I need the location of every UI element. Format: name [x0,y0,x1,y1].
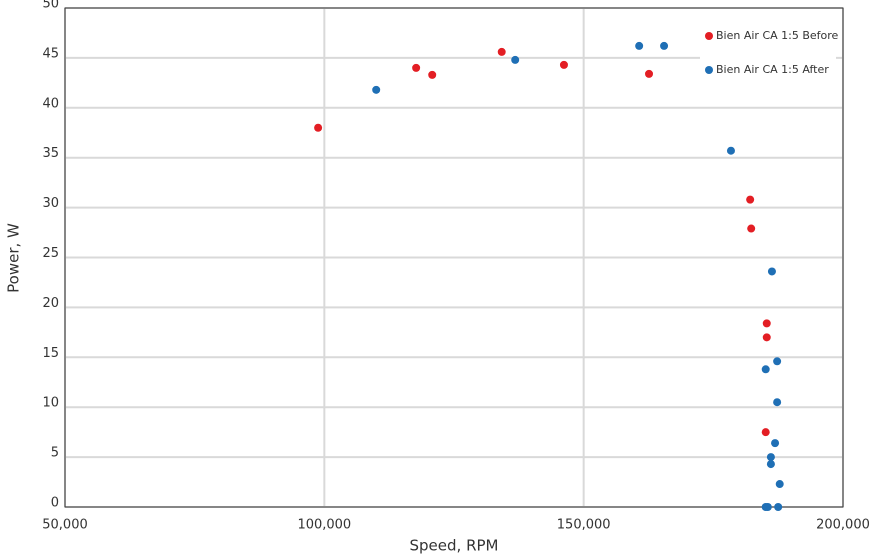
point [746,195,755,204]
x-tick-label: 200,000 [816,518,870,533]
point [660,41,669,50]
x-tick-label: 150,000 [557,518,611,533]
point [762,333,771,342]
y-tick-label: 0 [51,496,59,511]
point [559,60,568,69]
point [428,70,437,79]
y-tick-label: 15 [42,346,59,361]
point [726,146,735,155]
point [635,41,644,50]
legend-marker [705,66,713,74]
point [314,123,323,132]
point [761,428,770,437]
y-tick-label: 20 [42,296,59,311]
legend-label: Bien Air CA 1:5 After [716,63,829,76]
legend-box [700,20,836,80]
point [497,47,506,56]
point [762,319,771,328]
y-tick-label: 45 [42,46,59,61]
x-tick-label: 100,000 [297,518,351,533]
point [511,55,520,64]
x-tick-label: 50,000 [42,518,88,533]
y-tick-label: 30 [42,196,59,211]
point [372,85,381,94]
point [645,69,654,78]
y-tick-label: 50 [42,0,59,12]
point [763,503,772,511]
legend-label: Bien Air CA 1:5 Before [716,29,839,42]
point [766,460,775,469]
y-tick-label: 35 [42,146,59,161]
point [767,267,776,276]
point [761,365,770,374]
legend-marker [705,32,713,40]
plot-frame [64,7,844,508]
point [766,453,775,462]
y-tick-label: 40 [42,96,59,111]
y-tick-label: 10 [42,396,59,411]
y-axis-title: Power, W [5,223,23,293]
y-tick-label: 25 [42,246,59,261]
point [773,398,782,407]
point [412,63,421,72]
point [774,503,783,511]
point [771,439,780,448]
point [773,357,782,366]
y-tick-label: 5 [51,446,59,461]
point [775,480,784,489]
point [747,224,756,233]
x-axis-title: Speed, RPM [410,537,499,555]
